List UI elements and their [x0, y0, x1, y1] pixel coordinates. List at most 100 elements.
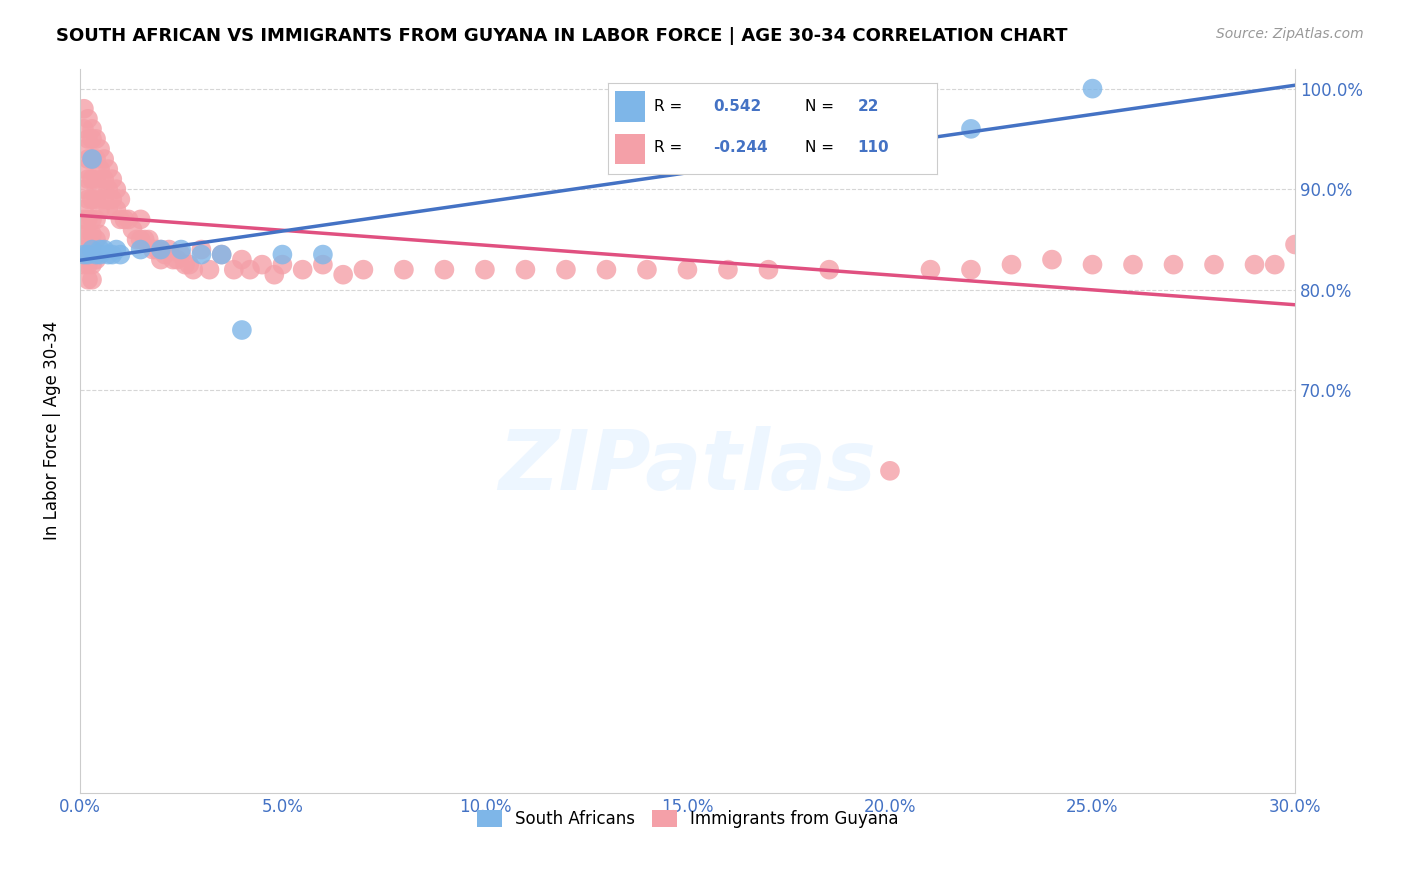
- Point: [149, 243, 172, 257]
- Point: [198, 262, 221, 277]
- Point: [84, 252, 107, 267]
- Point: [117, 212, 139, 227]
- Point: [1081, 81, 1104, 95]
- Point: [77, 212, 100, 227]
- Point: [676, 262, 699, 277]
- Point: [263, 268, 285, 282]
- Point: [73, 212, 96, 227]
- Point: [105, 182, 128, 196]
- Point: [80, 152, 103, 166]
- Point: [717, 262, 740, 277]
- Point: [77, 112, 100, 126]
- Point: [89, 243, 111, 257]
- Point: [84, 152, 107, 166]
- Point: [77, 243, 100, 257]
- Point: [84, 192, 107, 206]
- Point: [129, 243, 152, 257]
- Point: [89, 247, 111, 261]
- Point: [515, 262, 537, 277]
- Point: [222, 262, 245, 277]
- Point: [555, 262, 578, 277]
- Point: [920, 262, 942, 277]
- Point: [595, 262, 617, 277]
- Point: [121, 222, 143, 236]
- Point: [93, 192, 115, 206]
- Point: [190, 247, 212, 261]
- Text: SOUTH AFRICAN VS IMMIGRANTS FROM GUYANA IN LABOR FORCE | AGE 30-34 CORRELATION C: SOUTH AFRICAN VS IMMIGRANTS FROM GUYANA …: [56, 27, 1067, 45]
- Point: [84, 247, 107, 261]
- Point: [352, 262, 374, 277]
- Point: [211, 247, 233, 261]
- Point: [166, 252, 188, 267]
- Point: [77, 247, 100, 261]
- Point: [138, 232, 160, 246]
- Point: [97, 162, 120, 177]
- Point: [312, 247, 335, 261]
- Point: [77, 152, 100, 166]
- Y-axis label: In Labor Force | Age 30-34: In Labor Force | Age 30-34: [44, 321, 60, 541]
- Point: [73, 121, 96, 136]
- Point: [77, 258, 100, 272]
- Point: [89, 202, 111, 217]
- Point: [636, 262, 658, 277]
- Point: [112, 212, 135, 227]
- Text: Source: ZipAtlas.com: Source: ZipAtlas.com: [1216, 27, 1364, 41]
- Point: [181, 262, 204, 277]
- Point: [105, 202, 128, 217]
- Point: [1243, 258, 1265, 272]
- Point: [80, 212, 103, 227]
- Point: [84, 212, 107, 227]
- Point: [162, 252, 184, 267]
- Point: [960, 121, 983, 136]
- Point: [142, 243, 165, 257]
- Legend: South Africans, Immigrants from Guyana: South Africans, Immigrants from Guyana: [470, 804, 905, 835]
- Point: [77, 132, 100, 146]
- Point: [89, 162, 111, 177]
- Point: [84, 232, 107, 246]
- Point: [73, 258, 96, 272]
- Point: [97, 202, 120, 217]
- Point: [433, 262, 456, 277]
- Point: [80, 243, 103, 257]
- Point: [77, 273, 100, 287]
- Point: [73, 162, 96, 177]
- Point: [1163, 258, 1185, 272]
- Point: [110, 212, 132, 227]
- Point: [84, 172, 107, 186]
- Point: [80, 227, 103, 242]
- Point: [129, 232, 152, 246]
- Point: [134, 232, 156, 246]
- Point: [271, 258, 294, 272]
- Point: [73, 142, 96, 156]
- Point: [149, 243, 172, 257]
- Point: [93, 243, 115, 257]
- Point: [89, 142, 111, 156]
- Point: [291, 262, 314, 277]
- Point: [80, 258, 103, 272]
- Point: [758, 262, 780, 277]
- Point: [84, 132, 107, 146]
- Point: [239, 262, 262, 277]
- Point: [190, 243, 212, 257]
- Point: [231, 323, 253, 337]
- Point: [960, 262, 983, 277]
- Point: [129, 212, 152, 227]
- Point: [80, 192, 103, 206]
- Point: [170, 243, 193, 257]
- Point: [146, 243, 169, 257]
- Point: [73, 227, 96, 242]
- Point: [271, 247, 294, 261]
- Point: [80, 152, 103, 166]
- Point: [170, 247, 193, 261]
- Point: [474, 262, 496, 277]
- Point: [312, 258, 335, 272]
- Point: [818, 262, 841, 277]
- Point: [153, 247, 176, 261]
- Point: [73, 202, 96, 217]
- Point: [89, 227, 111, 242]
- Point: [89, 182, 111, 196]
- Point: [149, 252, 172, 267]
- Point: [73, 247, 96, 261]
- Point: [101, 172, 124, 186]
- Point: [211, 247, 233, 261]
